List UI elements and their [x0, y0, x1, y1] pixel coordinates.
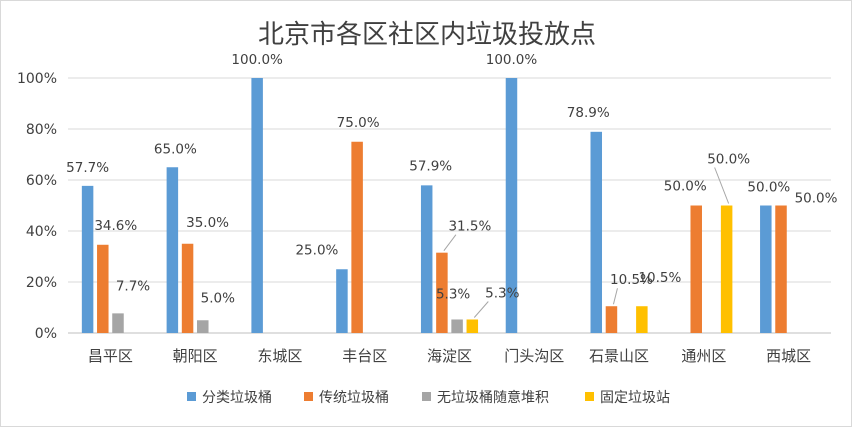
gridlines	[68, 77, 831, 334]
y-tick-label: 100%	[17, 71, 57, 87]
data-label: 10.5%	[610, 272, 653, 288]
leader-line	[612, 288, 618, 305]
legend-label: 无垃圾桶随意堆积	[437, 389, 549, 406]
bar	[451, 319, 463, 333]
data-label: 50.0%	[747, 180, 790, 196]
legend-swatch	[304, 392, 313, 401]
data-labels: 57.7% 34.6% 7.7% 65.0% 35.0% 5.0% 100.0% 25.0% 7…	[66, 52, 837, 306]
chart-title: 北京市各区社区内垃圾投放点	[258, 20, 596, 50]
category-label: 昌平区	[88, 347, 133, 365]
data-label: 65.0%	[154, 141, 197, 157]
category-label: 西城区	[766, 347, 811, 365]
bars	[81, 78, 787, 333]
category-label: 丰台区	[342, 347, 387, 365]
bar	[420, 185, 433, 333]
data-label: 75.0%	[337, 115, 380, 131]
category-labels: 昌平区 朝阳区 东城区 丰台区 海淀区 门头沟区 石景山区 通州区 西城区	[88, 347, 811, 365]
bar	[605, 306, 618, 333]
legend-label: 分类垃圾桶	[202, 390, 272, 406]
bar	[251, 78, 263, 333]
bar	[197, 320, 209, 333]
bar	[97, 244, 109, 333]
leader-line	[714, 167, 730, 204]
data-label: 5.3%	[436, 286, 470, 302]
data-label: 10.5%	[638, 270, 681, 286]
bar	[166, 167, 179, 333]
data-label: 78.9%	[567, 105, 610, 121]
y-tick-label: 0%	[35, 326, 57, 342]
bar	[112, 313, 124, 333]
data-label: 7.7%	[116, 278, 150, 294]
data-label: 31.5%	[448, 219, 491, 235]
data-label: 57.7%	[66, 160, 109, 176]
data-label: 5.0%	[201, 290, 235, 306]
leader-line	[473, 301, 489, 318]
legend-swatch	[585, 392, 594, 401]
y-tick-label: 80%	[26, 122, 57, 138]
data-label: 57.9%	[409, 158, 452, 174]
data-label: 25.0%	[295, 242, 338, 258]
y-tick-label: 40%	[26, 224, 57, 240]
legend-swatch	[422, 392, 431, 401]
bar	[720, 205, 733, 333]
bar	[181, 243, 194, 333]
category-label: 朝阳区	[173, 347, 218, 365]
bar	[775, 205, 787, 333]
y-tick-label: 60%	[26, 173, 57, 189]
bar	[466, 319, 479, 333]
category-label: 海淀区	[427, 347, 472, 365]
data-label: 50.0%	[707, 152, 750, 168]
bar	[351, 141, 363, 333]
bar	[690, 205, 702, 333]
legend-label: 传统垃圾桶	[319, 390, 389, 406]
y-axis-ticks: 0% 20% 40% 60% 80% 100%	[17, 71, 57, 342]
category-label: 石景山区	[589, 347, 649, 365]
data-label: 100.0%	[231, 52, 283, 68]
bar	[760, 205, 772, 333]
bar	[590, 131, 603, 333]
legend-label: 固定垃圾站	[600, 390, 670, 406]
data-label: 50.0%	[795, 191, 838, 207]
data-label: 5.3%	[485, 285, 519, 301]
category-label: 门头沟区	[504, 347, 564, 365]
y-tick-label: 20%	[26, 275, 57, 291]
data-label: 100.0%	[486, 52, 538, 68]
leader-line	[443, 234, 457, 251]
leader-lines	[443, 167, 730, 318]
legend: 分类垃圾桶 传统垃圾桶 无垃圾桶随意堆积 固定垃圾站	[187, 389, 670, 406]
data-label: 35.0%	[186, 215, 229, 231]
category-label: 通州区	[681, 347, 726, 365]
data-label: 34.6%	[94, 218, 137, 234]
bar	[81, 185, 94, 333]
legend-swatch	[187, 392, 196, 401]
category-label: 东城区	[257, 347, 302, 365]
data-label: 50.0%	[664, 179, 707, 195]
bar	[636, 306, 648, 333]
bar	[505, 78, 518, 333]
bar	[436, 252, 448, 333]
bar	[336, 269, 348, 333]
